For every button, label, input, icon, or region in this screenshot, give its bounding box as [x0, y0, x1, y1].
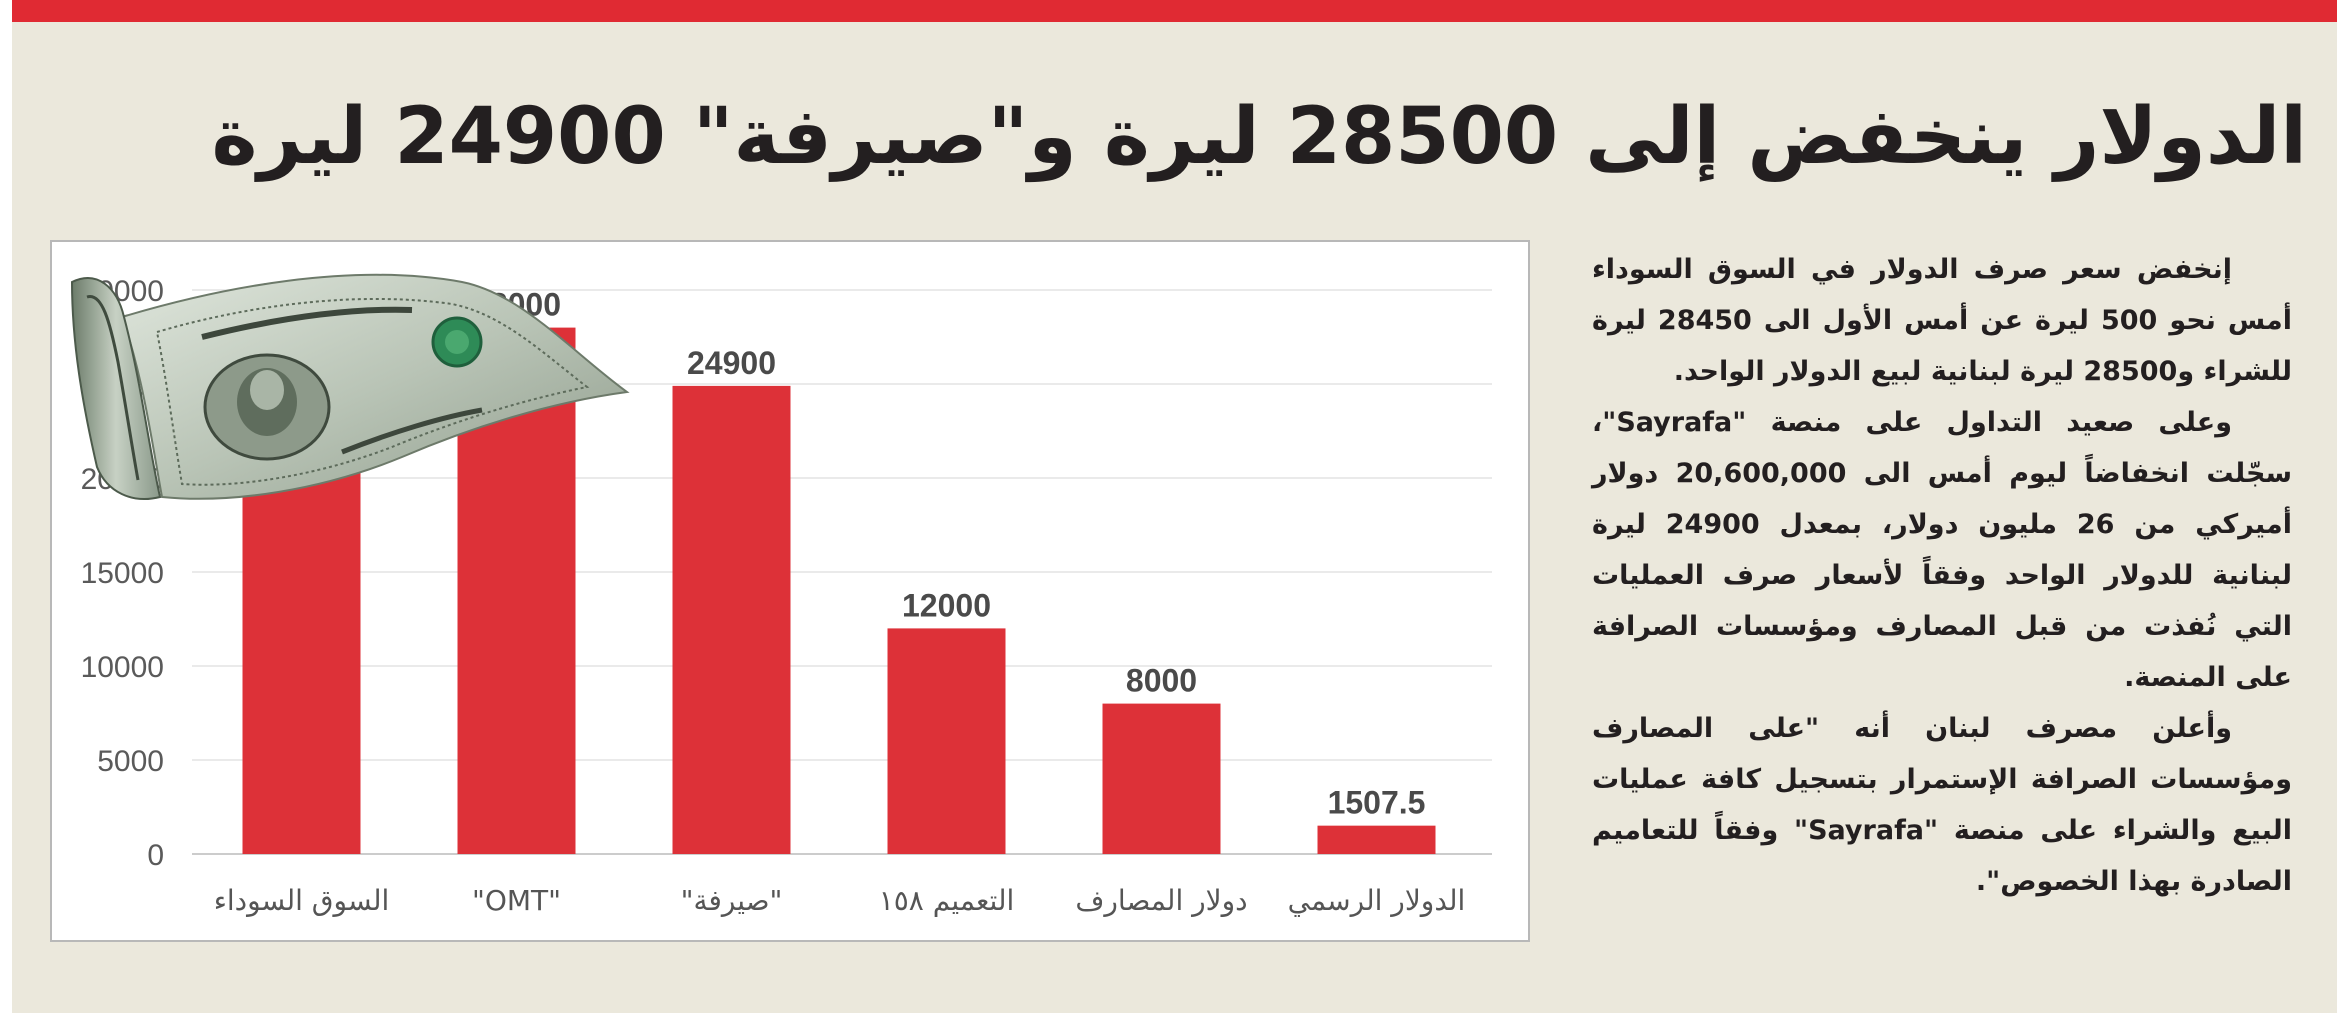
data-label: 1507.5	[1328, 785, 1426, 821]
x-tick-label: الدولار الرسمي	[1288, 884, 1466, 917]
data-label: 12000	[902, 587, 991, 623]
x-tick-label: "صيرفة"	[681, 884, 783, 917]
x-tick-label: دولار المصارف	[1075, 884, 1247, 917]
bar	[1317, 825, 1436, 854]
article-paragraph: وأعلن مصرف لبنان أنه "على المصارف ومؤسسا…	[1592, 713, 2292, 897]
article-paragraph: وعلى صعيد التداول على منصة "Sayrafa"، سج…	[1592, 407, 2292, 693]
y-tick-label: 10000	[81, 651, 164, 684]
bar	[1102, 703, 1221, 854]
headline: الدولار ينخفض إلى 28500 ليرة و"صيرفة" 24…	[211, 92, 2308, 182]
article-body: إنخفض سعر صرف الدولار في السوق السوداء أ…	[1592, 244, 2292, 907]
x-tick-label: "OMT"	[472, 884, 561, 917]
bar	[887, 628, 1006, 854]
y-tick-label: 15000	[81, 557, 164, 590]
bar	[672, 385, 791, 854]
x-tick-label: التعميم ١٥٨	[879, 884, 1015, 917]
top-accent-bar	[12, 0, 2337, 22]
x-tick-label: السوق السوداء	[214, 884, 390, 917]
data-label: 8000	[1126, 663, 1197, 699]
newspaper-page: الدولار ينخفض إلى 28500 ليرة و"صيرفة" 24…	[12, 0, 2337, 1013]
dollar-bill-image	[70, 273, 630, 500]
y-tick-label: 0	[147, 839, 164, 872]
article-paragraph: إنخفض سعر صرف الدولار في السوق السوداء أ…	[1592, 254, 2293, 387]
y-tick-label: 5000	[97, 745, 164, 778]
bar-chart: 05000100001500020000250003000028500السوق…	[50, 240, 1530, 942]
data-label: 24900	[687, 345, 776, 381]
